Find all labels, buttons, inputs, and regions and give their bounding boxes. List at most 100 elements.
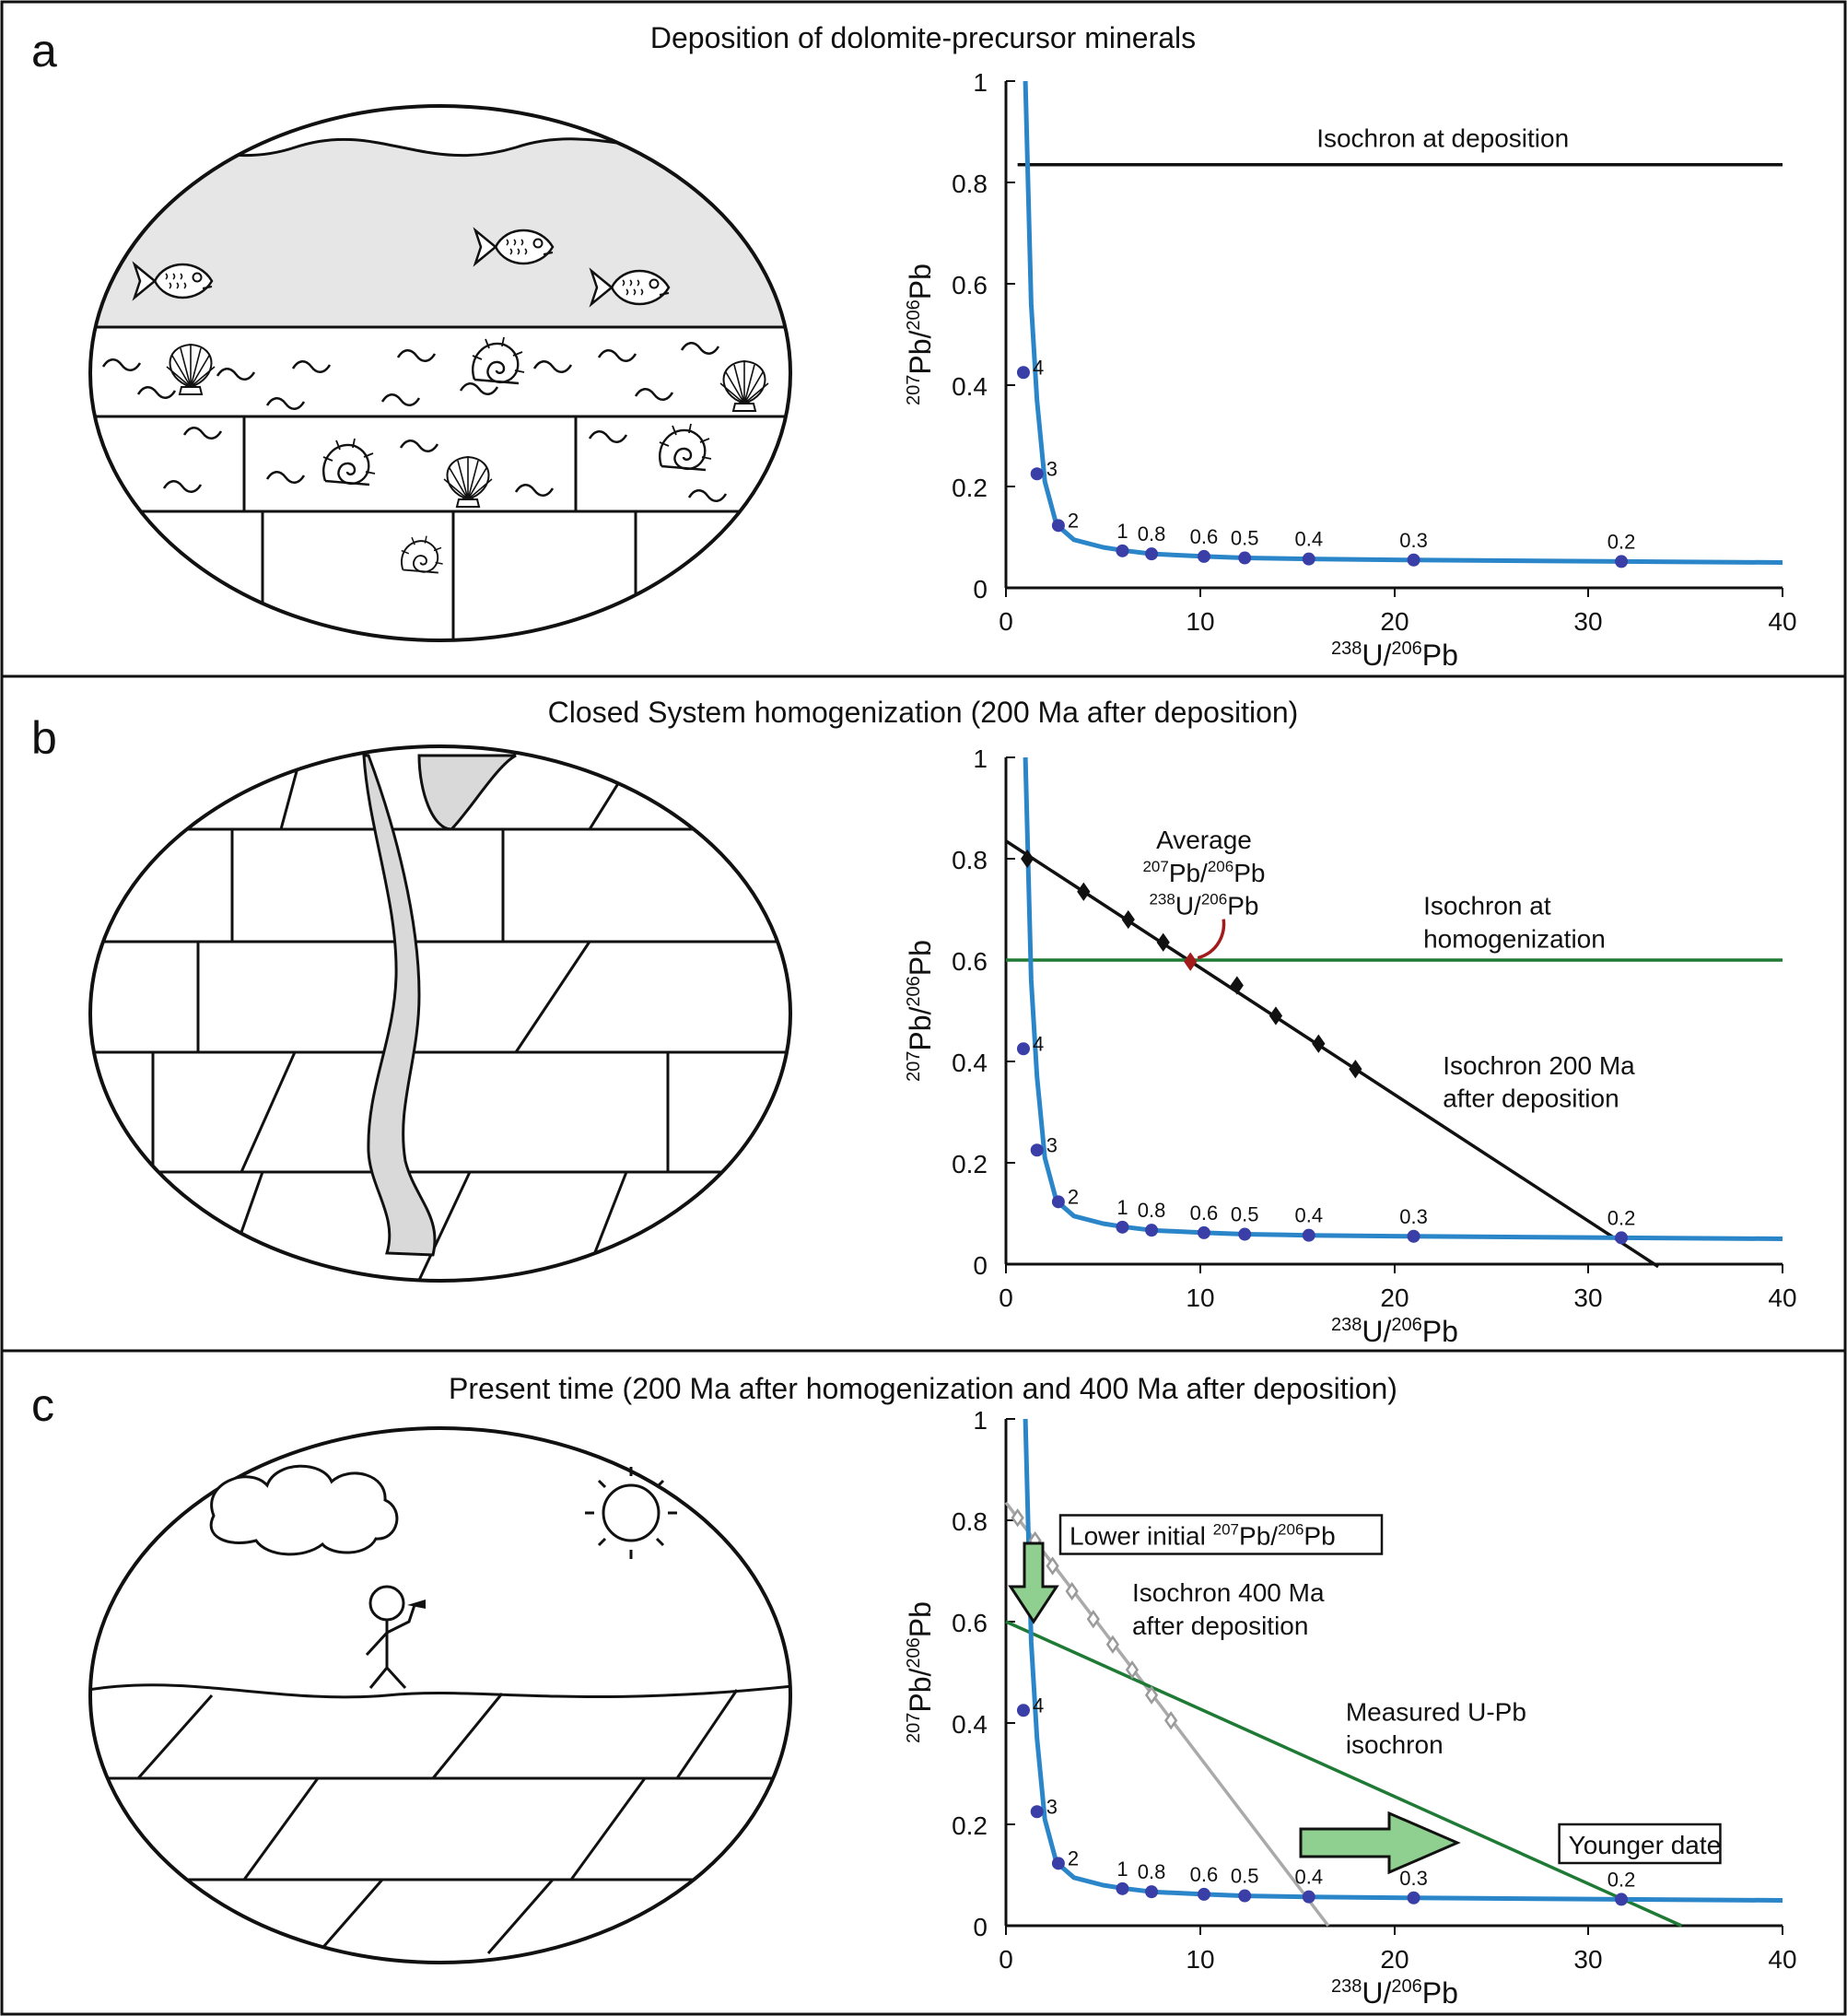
isochron-marker bbox=[1046, 1556, 1059, 1576]
age-point-label: 4 bbox=[1033, 1694, 1044, 1717]
callout-label: Lower initial 207Pb/206Pb bbox=[1070, 1521, 1336, 1551]
x-tick-label: 20 bbox=[1380, 1945, 1409, 1974]
y-tick-label: 0.4 bbox=[952, 1049, 988, 1077]
x-axis-title: 238U/206Pb bbox=[1331, 1315, 1458, 1348]
annotation-label: homogenization bbox=[1423, 924, 1606, 953]
isochron-marker bbox=[1021, 849, 1035, 869]
isochron-line bbox=[1005, 839, 1660, 1269]
isochron-marker bbox=[1105, 1635, 1120, 1654]
axis-x: 0 10 20 30 40 bbox=[999, 586, 1797, 636]
isochron-marker bbox=[1086, 1610, 1100, 1629]
age-point bbox=[1238, 551, 1252, 565]
age-point-label: 0.2 bbox=[1607, 1206, 1636, 1229]
age-point-label: 0.6 bbox=[1190, 1201, 1219, 1225]
callout-frame bbox=[1558, 1823, 1722, 1865]
panel-frame-c bbox=[0, 1349, 1847, 2016]
age-point-label: 3 bbox=[1046, 1795, 1058, 1818]
x-tick-label: 40 bbox=[1768, 1945, 1796, 1974]
isochron-marker bbox=[1121, 909, 1135, 930]
x-tick-label: 0 bbox=[999, 607, 1013, 636]
y-tick-label: 0.6 bbox=[952, 271, 988, 299]
axis-y: 0 0.2 0.4 0.6 0.8 1 bbox=[952, 1406, 1015, 1941]
axis-y: 0 0.2 0.4 0.6 0.8 1 bbox=[952, 68, 1015, 604]
isochron-marker bbox=[1184, 952, 1198, 971]
panel-title-c: Present time (200 Ma after homogenizatio… bbox=[449, 1372, 1397, 1405]
y-tick-label: 0.6 bbox=[952, 947, 988, 976]
callout-box: Younger date bbox=[1558, 1823, 1722, 1865]
age-point-label: 0.5 bbox=[1231, 1203, 1259, 1226]
isochron-line bbox=[1005, 1620, 1683, 1928]
age-point bbox=[1116, 1881, 1129, 1895]
age-point-label: 2 bbox=[1068, 509, 1079, 532]
x-tick-label: 30 bbox=[1573, 1283, 1602, 1312]
illustration-deposition bbox=[88, 104, 792, 642]
age-point bbox=[1302, 552, 1315, 566]
axis-x: 0 10 20 30 40 bbox=[999, 1262, 1797, 1312]
age-point-label: 0.5 bbox=[1231, 1865, 1259, 1888]
age-point bbox=[1116, 1220, 1129, 1234]
isochron-marker bbox=[1230, 976, 1244, 995]
chart-b: 0 0.2 0.4 0.6 0.8 1 0 10 20 30 40 238U/2… bbox=[904, 744, 1797, 1348]
y-tick-label: 0.2 bbox=[952, 1811, 988, 1840]
y-tick-label: 0 bbox=[973, 575, 988, 604]
chart-a: 0 0.2 0.4 0.6 0.8 1 0 10 20 30 40 238U/2… bbox=[904, 68, 1797, 672]
age-point-label: 2 bbox=[1068, 1846, 1079, 1869]
y-tick-label: 1 bbox=[973, 68, 988, 97]
plot-area: 4 3 2 1 0.8 0.6 0.5 0.4 0.3 0.2 Isochron at deposi… bbox=[1016, 80, 1783, 568]
age-point bbox=[1145, 547, 1159, 561]
isochron-marker bbox=[1011, 1508, 1024, 1528]
chart-c: 0 0.2 0.4 0.6 0.8 1 0 10 20 30 40 238U/2… bbox=[904, 1406, 1797, 2010]
age-point-label: 3 bbox=[1046, 1133, 1058, 1156]
age-point-label: 0.8 bbox=[1138, 1199, 1166, 1222]
panel-letter-c: c bbox=[31, 1379, 54, 1431]
age-point bbox=[1016, 1042, 1030, 1056]
age-point-label: 0.5 bbox=[1231, 527, 1259, 550]
y-tick-label: 0.4 bbox=[952, 1710, 988, 1739]
ammonite-icon bbox=[658, 422, 713, 472]
annotation-label: Isochron at deposition bbox=[1316, 124, 1569, 153]
age-point-label: 0.3 bbox=[1399, 1867, 1428, 1890]
age-point-label: 0.4 bbox=[1294, 1204, 1323, 1227]
x-tick-label: 30 bbox=[1573, 1945, 1602, 1974]
x-tick-label: 40 bbox=[1768, 607, 1796, 636]
age-point bbox=[1116, 544, 1129, 557]
isochron-marker bbox=[1125, 1660, 1140, 1680]
geologist-icon bbox=[365, 1585, 426, 1690]
y-tick-label: 0.2 bbox=[952, 1150, 988, 1178]
y-tick-label: 0 bbox=[973, 1251, 988, 1280]
callout-frame bbox=[1058, 1514, 1384, 1555]
age-point bbox=[1615, 1231, 1629, 1245]
ammonite-icon bbox=[471, 335, 526, 385]
y-tick-label: 0.2 bbox=[952, 474, 988, 502]
axis-y: 0 0.2 0.4 0.6 0.8 1 bbox=[952, 744, 1015, 1280]
x-tick-label: 20 bbox=[1380, 607, 1409, 636]
y-tick-label: 0.8 bbox=[952, 846, 988, 874]
age-point bbox=[1016, 366, 1030, 380]
age-point bbox=[1615, 1893, 1629, 1906]
fluid-vein bbox=[362, 754, 517, 1257]
x-tick-label: 20 bbox=[1380, 1283, 1409, 1312]
average-pointer bbox=[1197, 919, 1226, 960]
ammonite-icon bbox=[321, 437, 377, 486]
age-point bbox=[1615, 555, 1629, 568]
y-tick-label: 0.8 bbox=[952, 170, 988, 198]
age-point-label: 0.2 bbox=[1607, 1868, 1636, 1891]
annotation-label: Isochron 200 Ma bbox=[1443, 1051, 1635, 1080]
isochron-marker bbox=[1349, 1060, 1362, 1079]
ammonite-icon bbox=[400, 534, 444, 574]
age-point-label: 4 bbox=[1033, 356, 1044, 379]
age-point bbox=[1197, 1225, 1210, 1239]
age-point-label: 0.8 bbox=[1138, 1860, 1166, 1883]
cloud-icon bbox=[209, 1464, 399, 1556]
age-point-label: 0.4 bbox=[1294, 1866, 1323, 1889]
age-point-label: 2 bbox=[1068, 1185, 1079, 1208]
isochron-marker bbox=[1077, 882, 1091, 901]
land-surface bbox=[90, 1683, 790, 1699]
y-tick-label: 1 bbox=[973, 744, 988, 773]
isochron-marker bbox=[1312, 1034, 1326, 1053]
y-axis-title: 207Pb/206Pb bbox=[904, 940, 937, 1082]
age-point-label: 0.6 bbox=[1190, 525, 1219, 548]
x-tick-label: 0 bbox=[999, 1945, 1013, 1974]
age-point bbox=[1407, 553, 1420, 567]
